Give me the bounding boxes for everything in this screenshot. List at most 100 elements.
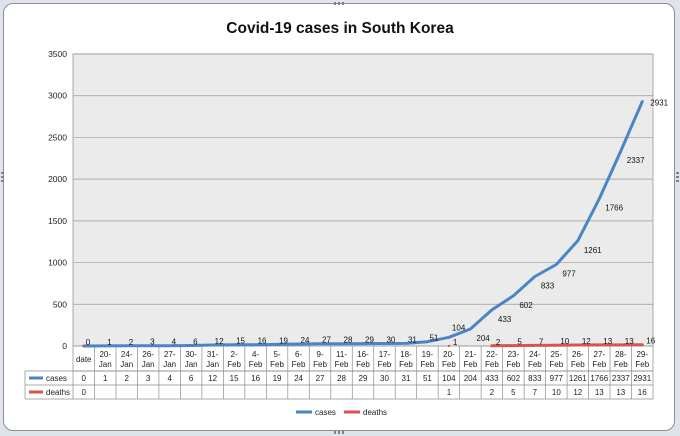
table-cell: 7	[533, 388, 538, 397]
data-label-cases: 15	[236, 337, 245, 346]
data-point-cases	[641, 100, 644, 103]
data-point-cases	[598, 197, 601, 200]
data-point-deaths	[447, 344, 451, 348]
x-tick-label: 24-	[529, 350, 541, 359]
data-label-cases: 2931	[650, 98, 668, 107]
data-point-deaths	[512, 344, 515, 347]
data-point-cases	[426, 340, 429, 343]
x-tick-label: Jan	[99, 360, 112, 369]
x-tick-label: Feb	[442, 360, 456, 369]
table-cell: 602	[507, 374, 521, 383]
table-cell: 104	[442, 374, 456, 383]
table-cell: 15	[230, 374, 239, 383]
table-cell: 16	[638, 388, 647, 397]
y-tick-label: 0	[62, 341, 67, 351]
x-tick-label: Feb	[227, 360, 241, 369]
data-point-cases	[146, 344, 150, 347]
x-tick-label: Feb	[528, 360, 542, 369]
x-tick-label: Feb	[571, 360, 585, 369]
data-label-deaths: 10	[560, 337, 569, 346]
x-tick-label: date	[76, 355, 92, 364]
table-cell: 31	[402, 374, 411, 383]
series-line-deaths	[490, 343, 644, 348]
table-cell: 10	[552, 388, 561, 397]
data-label-cases: 977	[562, 269, 576, 278]
data-point-deaths	[619, 343, 622, 347]
bottom-resize-handle[interactable]	[334, 431, 346, 434]
data-point-deaths	[555, 343, 558, 347]
plot-area	[72, 53, 654, 347]
table-series-name: cases	[46, 374, 67, 383]
data-label-deaths: 12	[582, 337, 591, 346]
data-label-deaths: 5	[517, 338, 522, 347]
table-cell: 2931	[633, 374, 651, 383]
y-tick-label: 1000	[48, 258, 67, 268]
x-tick-label: Jan	[185, 360, 198, 369]
x-tick-label: Feb	[249, 360, 263, 369]
x-tick-label: 29-	[636, 350, 648, 359]
x-tick-label: Feb	[485, 360, 499, 369]
table-cell: 51	[423, 374, 432, 383]
data-label-cases: 104	[452, 323, 466, 332]
top-resize-handle[interactable]	[334, 2, 346, 5]
data-point-cases	[189, 344, 193, 347]
x-tick-label: 18-	[400, 350, 412, 359]
x-tick-label: 28-	[615, 350, 627, 359]
data-point-cases	[361, 342, 365, 345]
left-resize-handle[interactable]	[1, 170, 4, 182]
data-label-cases: 6	[193, 337, 198, 346]
legend-label-cases: cases	[315, 408, 336, 417]
data-label-cases: 0	[86, 338, 91, 347]
data-point-deaths	[82, 344, 85, 348]
data-point-cases	[469, 327, 472, 331]
x-tick-label: 9-	[316, 350, 323, 359]
data-label-cases: 3	[150, 338, 155, 347]
x-tick-label: Feb	[614, 360, 628, 369]
x-tick-label: Feb	[313, 360, 327, 369]
data-point-cases	[168, 344, 171, 347]
x-tick-label: 26-	[142, 350, 154, 359]
x-tick-label: 11-	[336, 350, 347, 359]
chart-title: Covid-19 cases in South Korea	[226, 20, 454, 37]
x-tick-label: 20-	[99, 350, 111, 359]
data-point-cases	[533, 275, 537, 278]
right-resize-handle[interactable]	[676, 170, 679, 182]
x-tick-label: 26-	[572, 350, 584, 359]
x-tick-label: Feb	[335, 360, 349, 369]
data-point-cases	[619, 149, 622, 153]
x-tick-label: 2-	[231, 350, 238, 359]
data-label-cases: 1766	[605, 204, 623, 213]
table-cell: 2	[490, 388, 495, 397]
x-tick-label: Jan	[206, 360, 219, 369]
data-label-deaths: 13	[603, 337, 612, 346]
x-tick-label: 6-	[295, 350, 302, 359]
table-cell: 1	[447, 388, 452, 397]
data-label-cases: 2337	[627, 156, 645, 165]
data-point-cases	[254, 343, 257, 346]
y-tick-label: 3500	[48, 49, 67, 59]
x-tick-label: Jan	[163, 360, 176, 369]
data-label-cases: 602	[519, 301, 533, 310]
table-cell: 1261	[569, 374, 587, 383]
data-label-deaths: 1	[453, 338, 458, 347]
table-series-name: deaths	[46, 388, 70, 397]
data-label-cases: 27	[322, 336, 331, 345]
table-cell: 4	[167, 374, 172, 383]
x-tick-label: 20-	[443, 350, 455, 359]
x-tick-label: 4-	[252, 350, 259, 359]
table-cell: 3	[146, 374, 151, 383]
data-label-cases: 19	[279, 336, 288, 345]
data-point-cases	[125, 344, 128, 348]
x-tick-label: Feb	[356, 360, 370, 369]
x-tick-label: Jan	[142, 360, 155, 369]
data-label-cases: 204	[476, 334, 490, 343]
data-label-cases: 29	[365, 336, 374, 345]
y-tick-label: 500	[53, 299, 67, 309]
table-cell: 204	[464, 374, 478, 383]
data-label-cases: 24	[301, 336, 310, 345]
data-label-cases: 4	[172, 338, 177, 347]
data-point-cases	[490, 308, 494, 312]
x-tick-label: 27-	[164, 350, 176, 359]
table-cell: 977	[550, 374, 564, 383]
